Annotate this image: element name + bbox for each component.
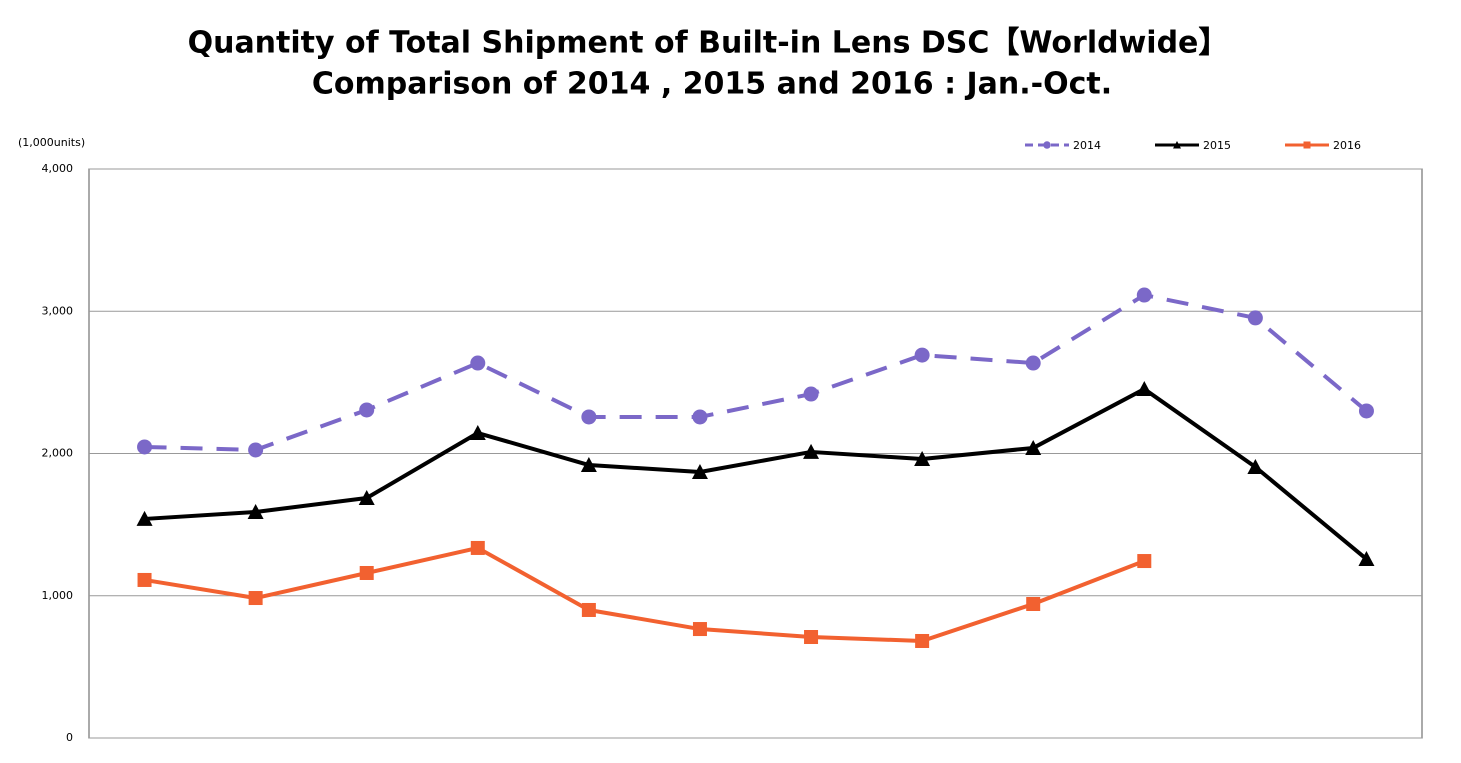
data-point bbox=[803, 443, 820, 459]
data-point bbox=[248, 442, 264, 458]
data-point bbox=[1025, 355, 1041, 371]
legend-marker bbox=[1303, 141, 1311, 149]
data-point bbox=[804, 630, 819, 645]
y-tick-label: 2,000 bbox=[42, 447, 74, 460]
data-point bbox=[915, 633, 930, 648]
data-point bbox=[359, 402, 375, 418]
data-point bbox=[469, 425, 486, 441]
data-point bbox=[692, 409, 708, 425]
data-point bbox=[914, 451, 931, 467]
data-point bbox=[692, 622, 707, 637]
data-point bbox=[581, 602, 596, 617]
data-point bbox=[1247, 310, 1263, 326]
data-point bbox=[137, 439, 153, 455]
legend-marker bbox=[1173, 141, 1181, 149]
y-tick-label: 4,000 bbox=[42, 162, 74, 175]
data-point bbox=[136, 510, 153, 526]
data-point bbox=[359, 565, 374, 580]
data-point bbox=[358, 490, 375, 506]
data-point bbox=[248, 591, 263, 606]
data-point bbox=[581, 409, 597, 425]
chart-subtitle: Comparison of 2014 , 2015 and 2016 : Jan… bbox=[312, 67, 1112, 102]
data-point bbox=[1136, 287, 1152, 303]
legend-marker bbox=[1043, 141, 1051, 149]
data-point bbox=[470, 540, 485, 555]
data-point bbox=[470, 355, 486, 371]
data-point bbox=[1026, 597, 1041, 612]
data-point bbox=[137, 572, 152, 587]
data-point bbox=[914, 347, 930, 363]
data-point bbox=[247, 503, 264, 519]
y-tick-label: 3,000 bbox=[42, 304, 74, 317]
y-axis-label: (1,000units) bbox=[18, 136, 85, 149]
data-point bbox=[1137, 554, 1152, 569]
legend-label: 2014 bbox=[1073, 139, 1101, 152]
data-point bbox=[1025, 439, 1042, 455]
series-line bbox=[144, 545, 1146, 643]
data-point bbox=[691, 463, 708, 479]
legend-label: 2016 bbox=[1333, 139, 1361, 152]
y-tick-label: 0 bbox=[66, 731, 73, 744]
series-line bbox=[144, 293, 1368, 452]
data-point bbox=[803, 386, 819, 402]
data-point bbox=[1136, 381, 1153, 397]
data-point bbox=[1358, 551, 1375, 567]
series-line bbox=[144, 387, 1368, 561]
data-point bbox=[1358, 403, 1374, 419]
data-point bbox=[1247, 459, 1264, 475]
legend-label: 2015 bbox=[1203, 139, 1231, 152]
y-tick-label: 1,000 bbox=[42, 589, 74, 602]
data-point bbox=[580, 457, 597, 473]
chart-title: Quantity of Total Shipment of Built-in L… bbox=[188, 26, 1229, 61]
